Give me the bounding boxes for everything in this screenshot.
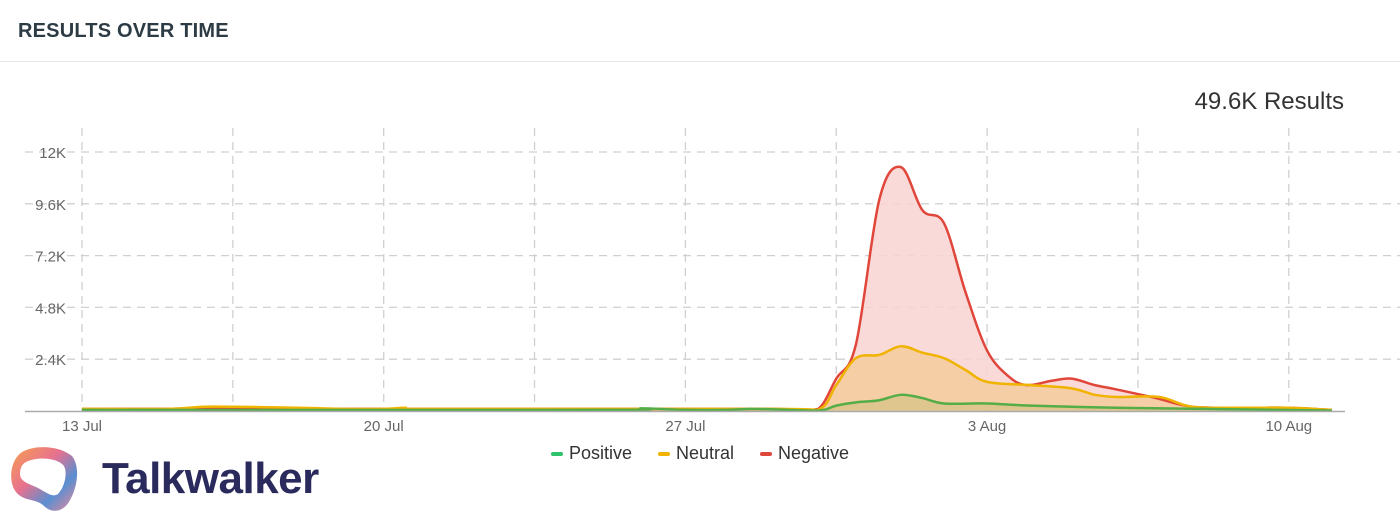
negative-swatch [760,451,772,456]
legend-label: Negative [778,443,850,463]
x-tick-label: 27 Jul [665,418,705,435]
legend-label: Neutral [675,443,734,463]
x-tick-label: 13 Jul [62,418,102,435]
series-areas [82,166,1332,411]
y-tick-label: 7.2K [35,249,66,266]
positive-area [82,394,1332,411]
series-lines [81,165,1332,412]
positive-line [81,393,1332,412]
talkwalker-logo: Talkwalker [8,442,319,516]
legend-item-positive[interactable]: Positive [550,443,632,464]
talkwalker-logo-icon [11,447,78,511]
panel-header: RESULTS OVER TIME [0,0,1400,62]
neutral-area [82,346,1332,411]
grid [25,128,1400,411]
panel-title: RESULTS OVER TIME [18,20,229,42]
y-tick-label: 4.8K [35,300,66,317]
results-over-time-chart: 2.4K 4.8K 7.2K 9.6K 12K 13 Jul 20 Jul 27 Jul 3 A… [25,128,1400,435]
legend-label: Positive [568,443,632,463]
x-tick-label: 20 Jul [364,418,404,435]
y-tick-label: 9.6K [35,197,66,214]
logo-text: Talkwalker [102,454,319,503]
positive-swatch [550,451,563,456]
neutral-swatch [657,451,670,456]
y-tick-label: 12K [39,145,66,162]
total-results: 49.6K Results [1194,88,1344,115]
y-tick-label: 2.4K [35,352,66,369]
x-tick-label: 10 Aug [1265,418,1312,435]
x-tick-label: 3 Aug [968,418,1006,435]
legend: Positive Neutral Negative [0,443,1400,464]
legend-item-negative[interactable]: Negative [760,443,849,464]
axes: 2.4K 4.8K 7.2K 9.6K 12K 13 Jul 20 Jul 27 Jul 3 A… [25,145,1345,435]
legend-item-neutral[interactable]: Neutral [657,443,734,464]
